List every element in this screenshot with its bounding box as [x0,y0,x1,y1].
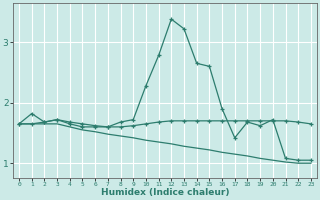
X-axis label: Humidex (Indice chaleur): Humidex (Indice chaleur) [101,188,229,197]
